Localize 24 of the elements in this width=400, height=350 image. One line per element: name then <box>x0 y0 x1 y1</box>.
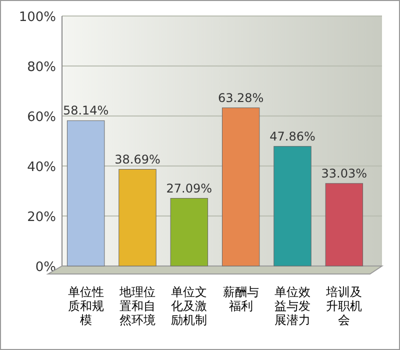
x-tick-label: 培训及升职机会 <box>325 285 362 327</box>
bar <box>325 183 364 266</box>
x-tick-label: 薪酬与福利 <box>222 285 259 313</box>
y-tick-label: 80% <box>27 60 56 75</box>
y-tick-label: 60% <box>27 110 56 125</box>
y-tick-label: 20% <box>27 210 56 225</box>
data-label: 63.28% <box>218 90 264 105</box>
bar <box>170 198 208 266</box>
data-label: 58.14% <box>62 104 109 118</box>
x-tick-label: 单位性质和规模 <box>68 285 104 327</box>
bar <box>118 169 156 266</box>
y-tick-label: 40% <box>27 160 56 175</box>
y-tick-label: 100% <box>18 10 56 25</box>
bar <box>66 120 105 266</box>
data-label: 38.69% <box>114 152 160 166</box>
x-tick-label: 单位效益与发展潜力 <box>274 285 310 327</box>
y-tick-label: 0% <box>35 260 56 275</box>
data-label: 47.86% <box>270 129 316 144</box>
bar <box>274 146 312 266</box>
data-label: 33.03% <box>321 166 368 180</box>
x-tick-label: 地理位置和自然环境 <box>118 285 156 327</box>
x-tick-label: 单位文化及激励机制 <box>171 285 208 327</box>
bar <box>222 108 260 266</box>
data-label: 27.09% <box>166 181 212 196</box>
